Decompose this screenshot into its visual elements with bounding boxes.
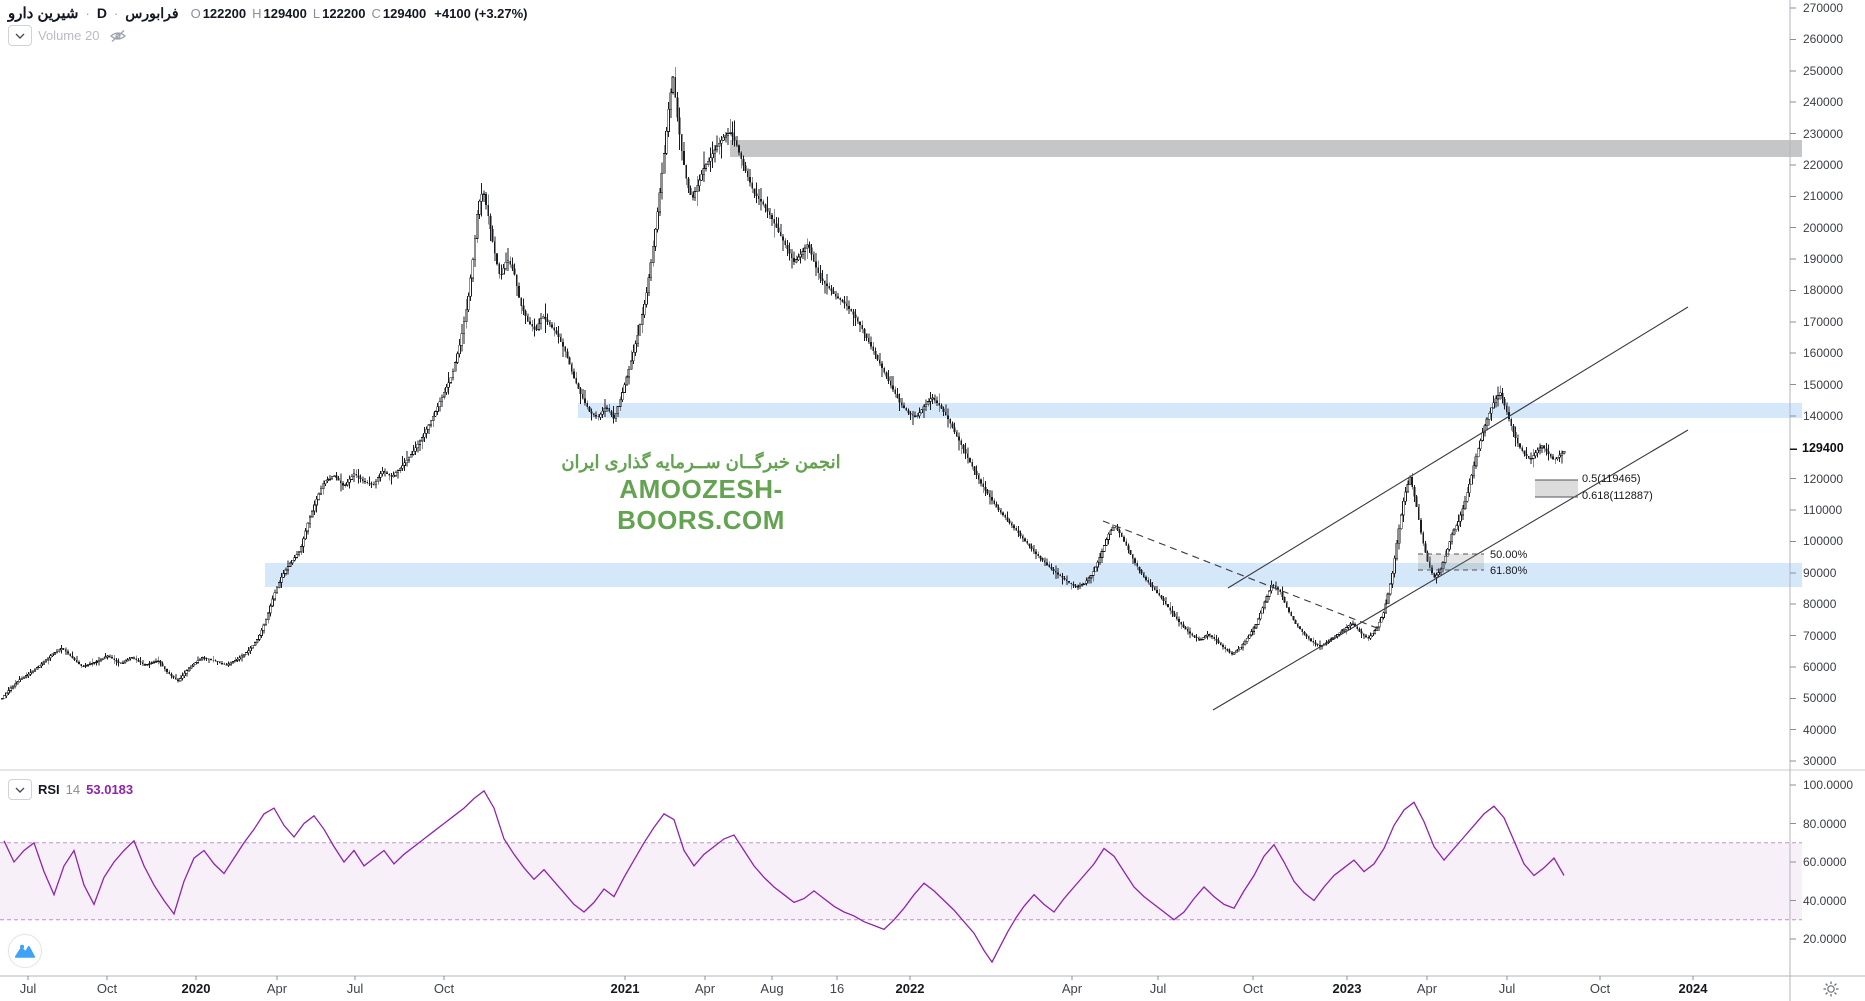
price-tick-label: 200000 (1803, 220, 1844, 235)
supply-demand-zones[interactable] (265, 140, 1802, 587)
price-tick-label: 170000 (1803, 314, 1844, 329)
ohlc-low: L 122200 (312, 5, 366, 21)
price-tick-label: 110000 (1803, 503, 1843, 517)
rsi-line[interactable] (3, 789, 1565, 964)
time-tick-label: Apr (1416, 981, 1438, 996)
fib-retracement-left[interactable] (1418, 553, 1484, 571)
time-tick-label: Jul (1498, 981, 1516, 996)
fib-label-61.8pct[interactable]: 61.80% (1490, 565, 1528, 577)
price-tick-label: 40000 (1803, 722, 1837, 737)
chevron-down-icon (15, 33, 25, 39)
rsi-value: 53.0183 (86, 782, 134, 797)
time-tick-label: Apr (1061, 981, 1083, 996)
fib-label-50pct[interactable]: 50.00% (1490, 549, 1528, 561)
rsi-tick-label: 20.0000 (1803, 932, 1847, 946)
fib-retracement-right[interactable] (1535, 479, 1578, 498)
rsi-tick-label: 100.0000 (1803, 778, 1854, 792)
ohlc-close: C 129400 (371, 5, 427, 21)
time-tick-label: Jul (19, 981, 37, 996)
volume-indicator-label[interactable]: Volume 20 (38, 28, 100, 43)
symbol-legend: شیرین دارو · D · فرابورس O 122200 H 129400… (8, 4, 528, 23)
time-tick-label: 2020 (181, 981, 211, 996)
price-tick-label: 140000 (1803, 408, 1844, 423)
timeframe-label[interactable]: D (96, 5, 107, 21)
price-tick-label: 240000 (1803, 95, 1844, 110)
rsi-indicator-label[interactable]: RSI (38, 782, 60, 797)
time-tick-label: Apr (266, 981, 288, 996)
price-tick-label: 80000 (1803, 597, 1837, 612)
price-tick-label: 100000 (1803, 534, 1844, 549)
volume-legend: Volume 20 (8, 25, 127, 46)
brand-logo-button[interactable] (8, 934, 42, 968)
price-tick-label: 230000 (1803, 126, 1844, 141)
price-tick-label: 260000 (1803, 32, 1844, 47)
rsi-tick-label: 60.0000 (1803, 855, 1847, 869)
time-tick-label: Jul (1149, 981, 1167, 996)
candlestick-series[interactable] (0, 66, 1566, 700)
trend-channel[interactable] (1212, 306, 1689, 711)
price-tick-label: 160000 (1803, 346, 1844, 361)
price-tick-label: 210000 (1803, 189, 1844, 204)
time-tick-label: Oct (1589, 981, 1611, 996)
ohlc-high: H 129400 (252, 5, 307, 21)
price-tick-label: 90000 (1803, 565, 1837, 580)
legend-separator: · (85, 5, 90, 21)
time-tick-label: 2024 (1678, 981, 1708, 996)
mountains-logo-icon (14, 944, 36, 958)
rsi-tick-label: 40.0000 (1803, 893, 1847, 908)
time-tick-label: 2021 (610, 981, 640, 996)
rsi-collapse-button[interactable] (8, 779, 32, 800)
time-tick-label: 16 (829, 981, 845, 996)
fib-label-0.5[interactable]: 0.5(119465) (1582, 473, 1641, 485)
chevron-down-icon (15, 787, 25, 793)
time-tick-label: Oct (1242, 981, 1264, 996)
price-tick-label: 220000 (1803, 157, 1844, 172)
price-tick-label: 50000 (1803, 691, 1837, 706)
ohlc-open: O 122200 (190, 5, 247, 21)
time-tick-label: Oct (96, 981, 118, 996)
price-tick-label: 180000 (1803, 283, 1844, 298)
price-tick-label: 120000 (1803, 471, 1844, 486)
time-tick-label: Apr (694, 981, 716, 996)
price-tick-label: 190000 (1803, 252, 1844, 266)
eye-hidden-icon[interactable] (109, 29, 127, 43)
time-tick-label: Jul (346, 981, 364, 996)
time-tick-label: Oct (433, 981, 455, 996)
price-tick-label: 270000 (1803, 1, 1844, 15)
current-price-label: 129400 (1800, 441, 1846, 455)
price-tick-label: 70000 (1803, 628, 1837, 643)
price-tick-label: 30000 (1803, 754, 1837, 768)
timezone-settings-button[interactable] (1822, 980, 1840, 998)
exchange-name[interactable]: فرابورس (125, 4, 179, 21)
price-tick-label: 150000 (1803, 377, 1844, 392)
time-tick-label: Aug (760, 981, 784, 996)
time-tick-label: 2022 (895, 981, 925, 996)
symbol-name[interactable]: شیرین دارو (8, 5, 79, 22)
rsi-legend: RSI 14 53.0183 (8, 779, 133, 800)
rsi-band (0, 842, 1802, 921)
price-change: +4100 (+3.27%) (434, 5, 528, 21)
legend-separator: · (113, 5, 119, 21)
price-tick-label: 60000 (1803, 659, 1837, 674)
price-tick-label: 250000 (1803, 63, 1844, 78)
volume-collapse-button[interactable] (8, 25, 32, 46)
dashed-trendline[interactable] (1102, 520, 1383, 631)
rsi-length: 14 (65, 782, 81, 797)
time-tick-label: 2023 (1332, 981, 1362, 996)
gear-icon (1823, 981, 1839, 997)
fib-label-0.618[interactable]: 0.618(112887) (1582, 490, 1653, 502)
rsi-tick-label: 80.0000 (1803, 816, 1847, 831)
